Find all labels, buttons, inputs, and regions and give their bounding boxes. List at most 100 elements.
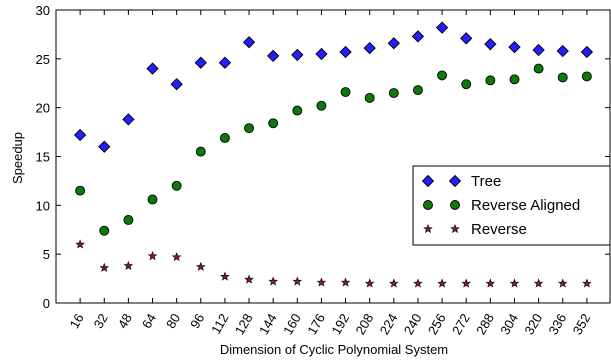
legend-marker: [450, 223, 460, 234]
data-point: [461, 79, 472, 90]
data-point: [218, 56, 232, 69]
y-tick-label: 20: [36, 101, 50, 116]
data-point: [171, 252, 182, 262]
data-point: [388, 88, 399, 98]
y-tick-label: 15: [36, 150, 50, 165]
data-point: [219, 132, 230, 143]
data-point: [557, 72, 568, 83]
legend-entry: Reverse: [423, 221, 527, 238]
data-point: [98, 140, 111, 153]
data-point: [268, 276, 278, 286]
data-point: [411, 30, 425, 43]
data-point: [508, 40, 521, 54]
data-point: [244, 123, 254, 134]
y-axis-title: Speedup: [10, 132, 25, 184]
x-tick-label: 160: [280, 311, 304, 337]
data-point: [339, 45, 352, 59]
data-point: [580, 45, 594, 59]
data-point: [316, 277, 327, 287]
legend-marker: [450, 200, 460, 210]
legend-label: Tree: [471, 173, 501, 190]
series-reverse-aligned: [75, 63, 592, 236]
x-tick-label: 112: [208, 311, 231, 336]
data-point: [99, 262, 110, 272]
y-tick-label: 25: [36, 52, 50, 67]
x-tick-label: 240: [401, 311, 425, 337]
x-tick-label: 288: [473, 311, 497, 337]
x-tick-label: 224: [377, 311, 401, 337]
x-tick-label: 304: [497, 311, 521, 337]
x-tick-label: 272: [449, 311, 473, 337]
legend: Tree Reverse Aligned Reverse: [412, 165, 611, 246]
data-point: [387, 37, 400, 50]
x-axis-title: Dimension of Cyclic Polynomial System: [220, 342, 448, 357]
data-point: [364, 92, 375, 103]
data-point: [316, 100, 327, 111]
x-tick-label: 256: [425, 311, 449, 337]
x-tick-label: 32: [91, 311, 111, 331]
data-point: [123, 215, 134, 225]
data-point: [461, 278, 472, 288]
x-tick-label: 48: [115, 311, 135, 331]
series-tree: [73, 21, 594, 153]
data-point: [75, 239, 85, 249]
legend-box: [412, 165, 611, 246]
x-tick-label: 144: [256, 311, 280, 337]
data-point: [268, 118, 279, 129]
data-point: [581, 71, 592, 82]
data-point: [557, 278, 568, 288]
x-tick-label: 320: [521, 311, 545, 337]
data-point: [413, 278, 423, 288]
data-point: [485, 75, 496, 86]
plot-area: [55, 9, 611, 304]
data-point: [532, 43, 545, 57]
plot-frame: [55, 9, 611, 304]
x-tick-label: 64: [139, 311, 159, 331]
data-point: [123, 260, 134, 270]
data-point: [195, 261, 206, 271]
y-tick-label: 5: [43, 247, 50, 262]
data-point: [533, 63, 544, 74]
data-point: [485, 278, 496, 288]
data-point: [340, 277, 351, 287]
data-point: [484, 38, 497, 51]
y-tick-label: 0: [43, 296, 50, 311]
x-tick-label: 176: [304, 311, 328, 337]
data-point: [291, 48, 304, 62]
y-tick-label: 10: [36, 198, 50, 213]
data-point: [582, 278, 592, 288]
data-point: [437, 278, 447, 288]
data-point: [99, 225, 110, 236]
legend-marker: [423, 223, 433, 234]
x-axis: 16 32 48 64 80 96 112 128 144 160 176 192 208 224 240 2…: [67, 10, 593, 337]
data-point: [437, 70, 448, 81]
legend-label: Reverse Aligned: [471, 197, 580, 214]
data-point: [170, 78, 183, 91]
data-point: [509, 74, 520, 85]
data-point: [315, 47, 328, 61]
data-point: [556, 44, 569, 58]
legend-marker: [421, 174, 435, 188]
series-layer: [73, 21, 594, 288]
data-point: [194, 56, 207, 69]
data-point: [242, 36, 256, 49]
data-point: [267, 49, 280, 63]
data-point: [147, 194, 158, 205]
x-tick-label: 96: [187, 311, 207, 331]
data-point: [364, 278, 375, 288]
legend-entry: Tree: [421, 173, 501, 190]
series-reverse: [75, 239, 592, 288]
data-point: [147, 251, 158, 261]
x-tick-label: 192: [328, 311, 352, 337]
legend-marker: [423, 200, 433, 210]
x-tick-label: 128: [232, 311, 256, 337]
y-axis: 0 5 10 15 20 25 30: [36, 3, 610, 311]
data-point: [75, 185, 86, 196]
data-point: [122, 113, 135, 126]
data-point: [73, 128, 87, 142]
x-tick-label: 208: [352, 311, 376, 337]
data-point: [460, 32, 473, 45]
data-point: [171, 180, 182, 191]
legend-marker: [448, 174, 462, 188]
